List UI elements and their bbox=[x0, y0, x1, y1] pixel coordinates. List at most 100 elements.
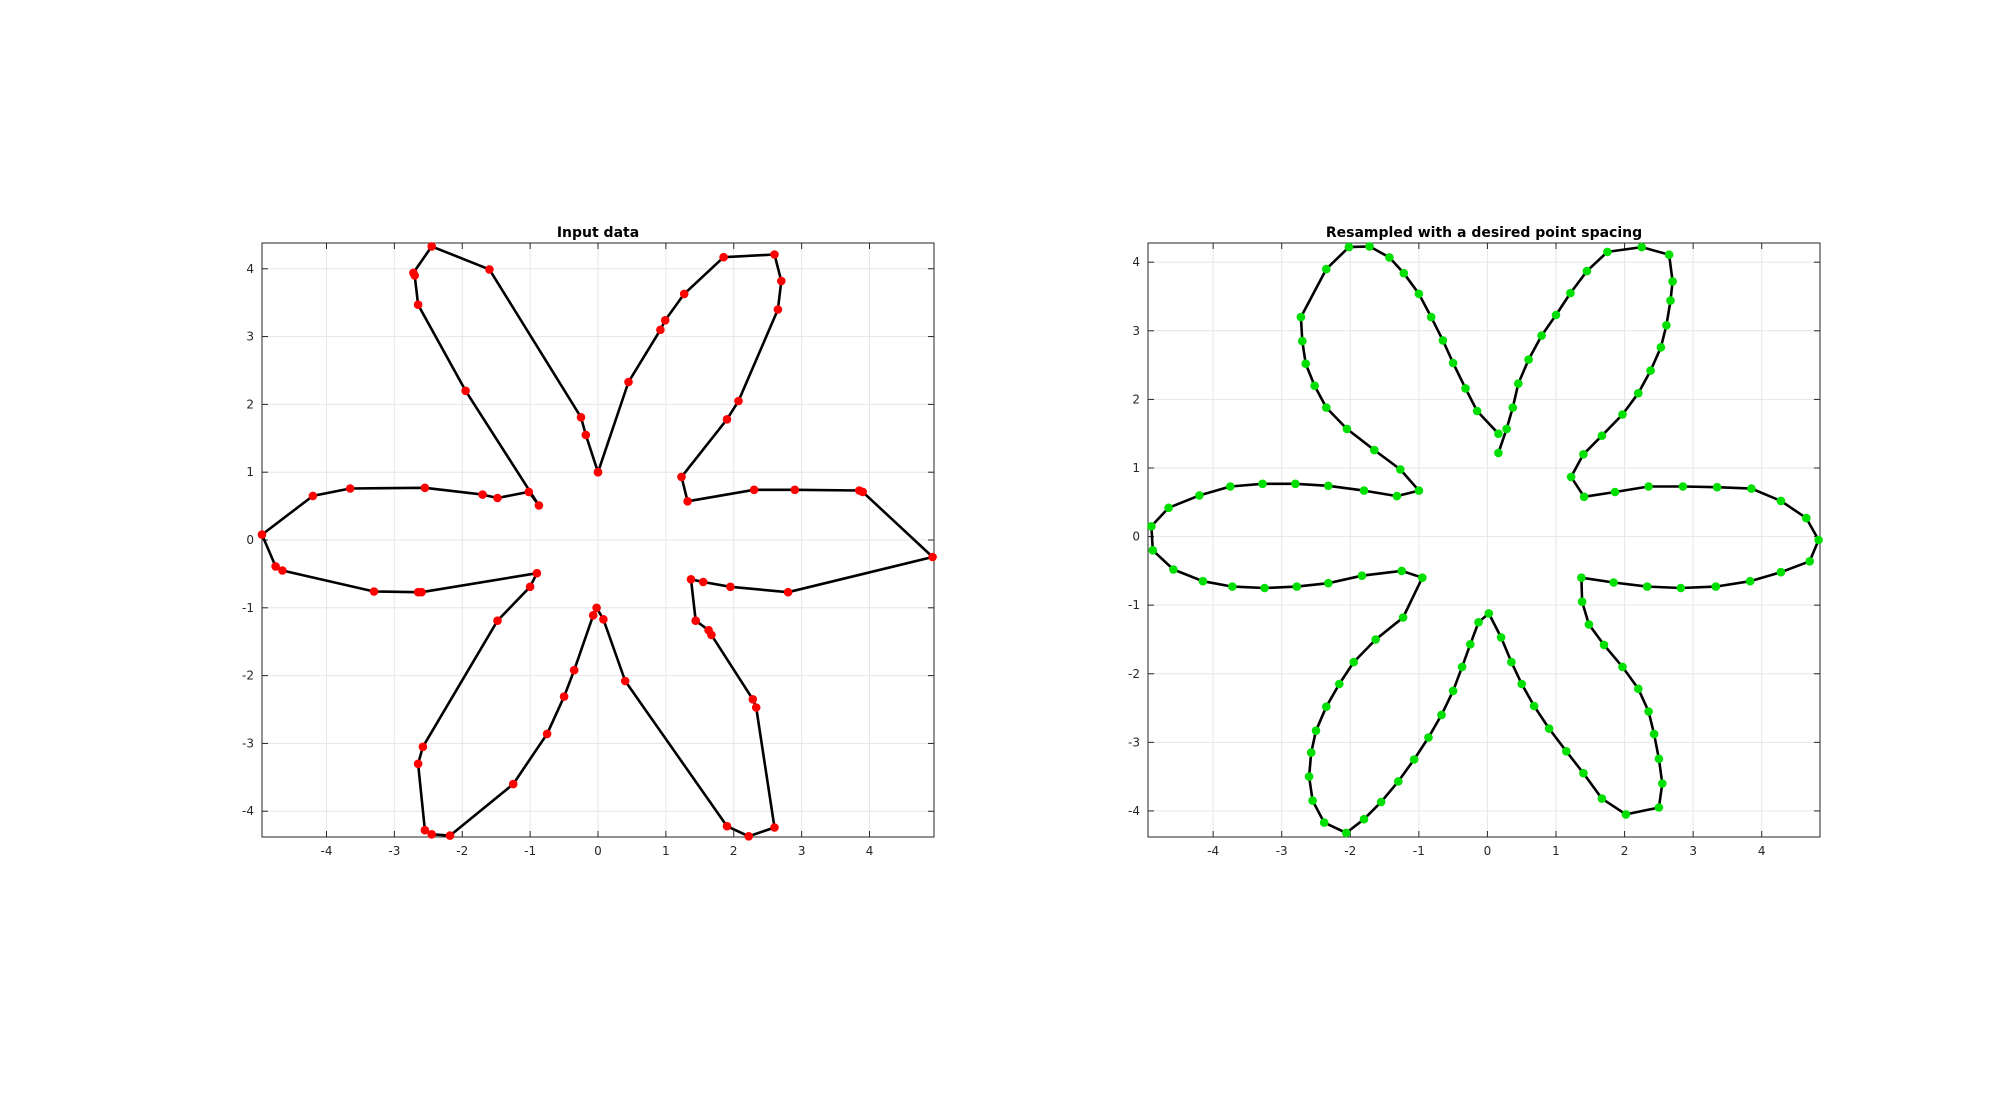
data-point bbox=[1397, 566, 1406, 576]
data-point bbox=[413, 587, 423, 597]
data-point bbox=[1448, 358, 1458, 368]
data-point bbox=[1524, 355, 1533, 364]
data-point bbox=[1494, 448, 1503, 458]
data-point bbox=[1298, 336, 1307, 346]
data-point bbox=[744, 832, 753, 841]
data-point bbox=[525, 582, 535, 592]
data-point bbox=[1618, 410, 1627, 419]
y-tick-label: -2 bbox=[242, 669, 254, 683]
data-point bbox=[1414, 289, 1424, 299]
data-point bbox=[1376, 797, 1386, 807]
data-point bbox=[1566, 288, 1575, 298]
y-tick-label: 4 bbox=[246, 262, 254, 276]
axes-input-data: -4 -3 -2 -1 0 1 2 3 4 -4 -3 -2 -1 0 1 2 3 4 Input data bbox=[242, 225, 937, 858]
data-point bbox=[278, 566, 287, 575]
data-point bbox=[1198, 576, 1208, 586]
y-tick-label: 1 bbox=[1132, 461, 1140, 475]
data-point bbox=[1814, 535, 1823, 545]
data-point bbox=[308, 491, 318, 501]
data-point bbox=[1438, 336, 1448, 345]
data-point bbox=[686, 575, 696, 584]
data-point bbox=[485, 265, 494, 274]
data-point bbox=[1437, 710, 1446, 720]
data-point bbox=[1341, 828, 1351, 838]
data-point bbox=[722, 415, 732, 424]
y-tick-label: -4 bbox=[242, 804, 254, 818]
data-point bbox=[1649, 729, 1659, 739]
x-tick-label: 3 bbox=[798, 844, 806, 858]
data-point bbox=[1802, 513, 1811, 523]
data-point bbox=[1712, 482, 1722, 492]
data-point bbox=[790, 485, 800, 495]
data-point bbox=[1668, 277, 1677, 286]
data-point bbox=[1582, 266, 1592, 276]
data-point bbox=[1496, 633, 1506, 642]
data-point bbox=[593, 467, 603, 477]
y-tick-label: 3 bbox=[1132, 324, 1140, 338]
x-tick-label: 1 bbox=[662, 844, 670, 858]
data-point bbox=[1324, 481, 1333, 491]
data-point bbox=[427, 830, 437, 839]
data-point bbox=[1662, 321, 1671, 330]
data-point bbox=[719, 252, 728, 262]
data-point bbox=[683, 497, 692, 506]
data-point bbox=[581, 430, 591, 440]
data-point bbox=[569, 665, 579, 675]
data-point bbox=[345, 484, 355, 493]
data-point bbox=[493, 493, 502, 503]
data-point bbox=[1474, 618, 1483, 627]
data-point bbox=[707, 630, 716, 640]
data-point bbox=[1529, 701, 1539, 711]
data-point bbox=[1634, 684, 1643, 694]
data-point bbox=[1597, 431, 1607, 441]
data-point bbox=[1517, 679, 1526, 689]
data-point bbox=[559, 692, 569, 701]
data-point bbox=[1484, 609, 1494, 618]
data-point bbox=[1385, 253, 1394, 262]
axes-resampled: -4 -3 -2 -1 0 1 2 3 4 -4 -3 -2 -1 0 1 2 3 4 Resampled with… bbox=[1128, 225, 1823, 858]
data-point bbox=[420, 483, 430, 493]
data-point bbox=[1537, 331, 1546, 340]
data-point bbox=[1359, 814, 1369, 824]
y-tick-label: 0 bbox=[1132, 530, 1140, 544]
data-point bbox=[1370, 445, 1379, 455]
data-point bbox=[1424, 733, 1433, 742]
data-point bbox=[493, 616, 502, 625]
y-tick-label: -2 bbox=[1128, 667, 1140, 681]
data-point bbox=[1544, 724, 1554, 733]
data-point bbox=[271, 562, 280, 571]
data-point bbox=[1308, 796, 1317, 805]
data-point bbox=[1448, 686, 1458, 696]
data-point bbox=[478, 490, 487, 499]
data-point bbox=[1656, 343, 1666, 352]
data-point bbox=[369, 587, 379, 596]
data-point bbox=[624, 377, 633, 387]
x-tick-label: -1 bbox=[1413, 844, 1425, 858]
data-point bbox=[1296, 312, 1306, 322]
x-tick-label: -4 bbox=[321, 844, 333, 858]
data-point bbox=[1292, 582, 1302, 591]
data-point bbox=[620, 676, 630, 686]
data-point bbox=[734, 396, 743, 406]
data-point bbox=[1644, 707, 1653, 716]
data-point bbox=[748, 695, 758, 704]
y-tick-label: 4 bbox=[1132, 255, 1140, 269]
data-point bbox=[1147, 522, 1156, 531]
data-point bbox=[1514, 379, 1523, 388]
x-tick-label: 0 bbox=[594, 844, 602, 858]
data-point bbox=[1357, 571, 1367, 580]
data-point bbox=[413, 759, 423, 769]
data-point bbox=[1642, 582, 1652, 591]
data-point bbox=[1577, 573, 1586, 582]
data-point bbox=[588, 611, 598, 620]
data-point bbox=[770, 823, 779, 832]
data-point bbox=[420, 825, 430, 835]
data-point bbox=[1342, 424, 1352, 434]
data-point bbox=[1304, 772, 1314, 781]
x-tick-label: 2 bbox=[730, 844, 738, 858]
y-tick-label: 0 bbox=[246, 533, 254, 547]
data-point bbox=[445, 831, 455, 840]
data-point bbox=[1461, 384, 1470, 393]
data-point bbox=[656, 325, 665, 335]
data-point bbox=[1371, 635, 1380, 644]
